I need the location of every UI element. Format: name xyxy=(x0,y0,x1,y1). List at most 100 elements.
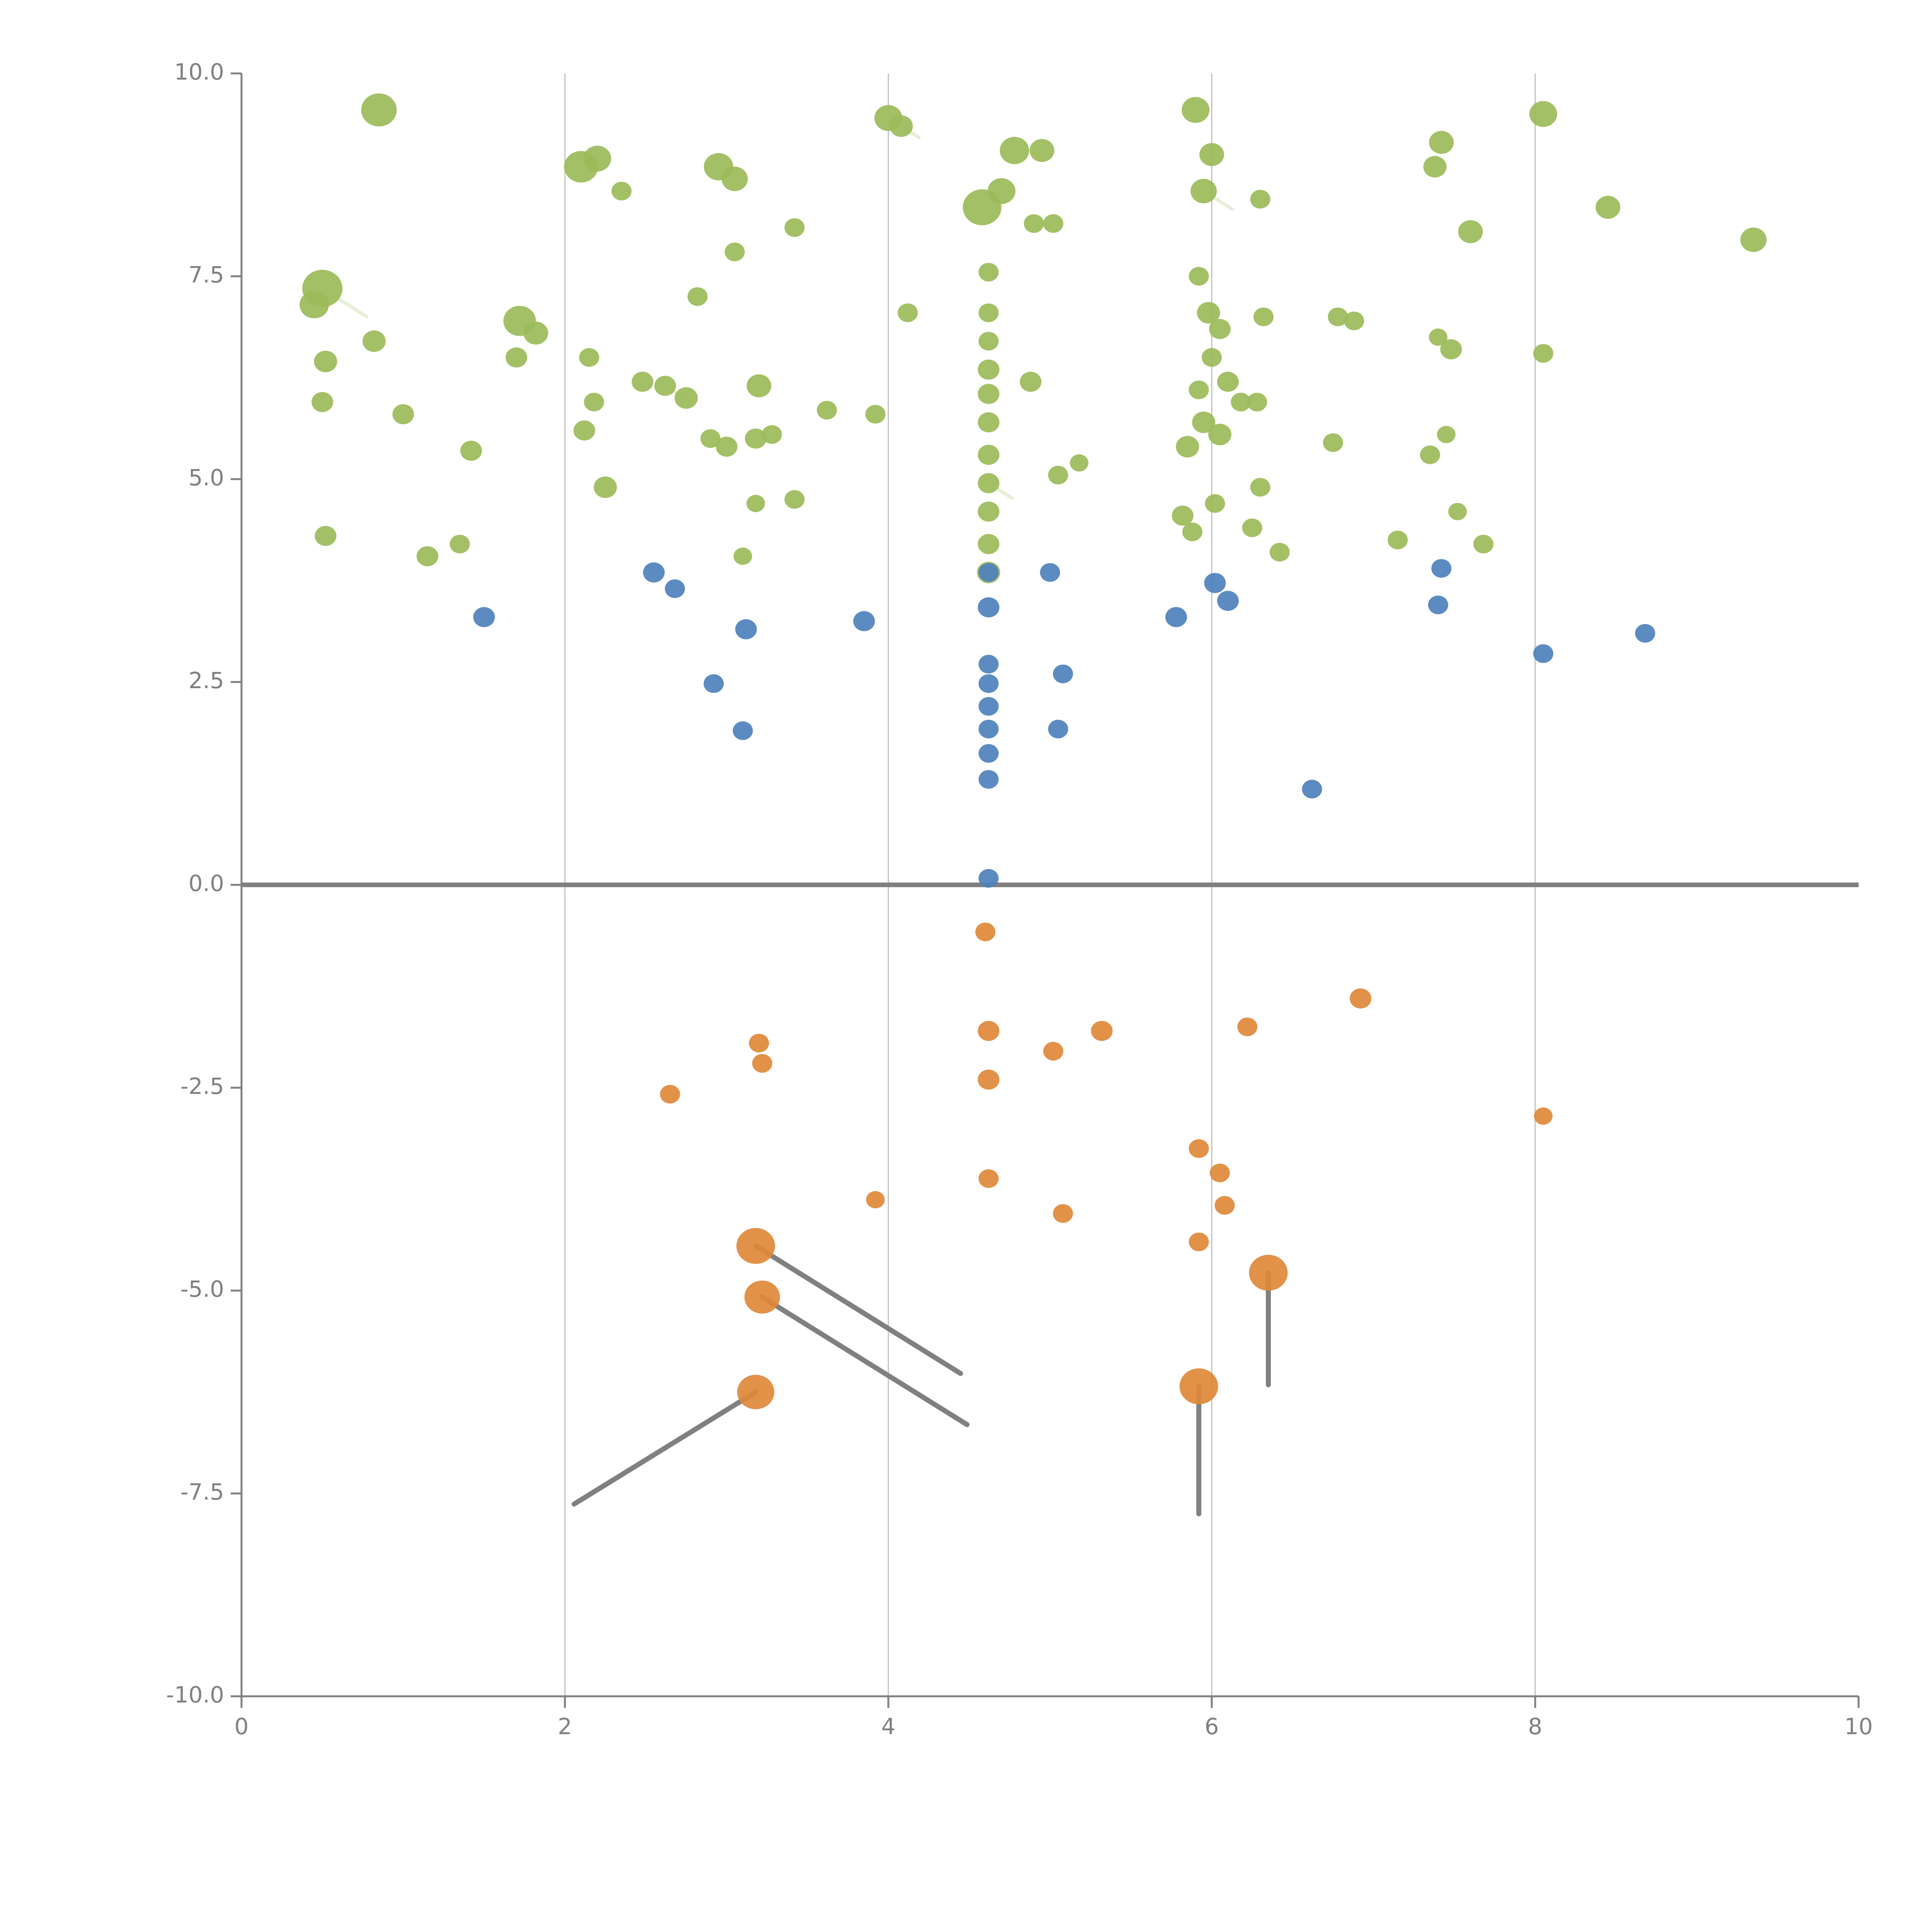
data-point-marker[interactable] xyxy=(1048,466,1068,485)
data-point-marker[interactable] xyxy=(314,350,337,372)
data-point-marker[interactable] xyxy=(1423,156,1447,178)
data-point-marker[interactable] xyxy=(417,546,439,566)
data-point-marker[interactable] xyxy=(978,655,999,673)
data-point-marker[interactable] xyxy=(1250,190,1270,209)
data-point-marker[interactable] xyxy=(1176,436,1199,457)
data-point-marker[interactable] xyxy=(752,1054,772,1073)
data-point-marker[interactable] xyxy=(724,242,745,262)
data-point-marker[interactable] xyxy=(665,579,685,598)
data-point-marker[interactable] xyxy=(594,476,617,498)
data-point-marker[interactable] xyxy=(978,303,999,322)
data-point-marker[interactable] xyxy=(1091,1020,1113,1041)
data-point-marker[interactable] xyxy=(978,332,999,351)
data-point-marker[interactable] xyxy=(866,1191,885,1209)
data-point-marker[interactable] xyxy=(611,182,632,201)
data-point-marker[interactable] xyxy=(1020,371,1042,392)
data-point-marker[interactable] xyxy=(978,444,1000,465)
data-point-marker[interactable] xyxy=(978,263,999,282)
data-point-marker[interactable] xyxy=(687,287,708,306)
data-point-marker[interactable] xyxy=(762,425,782,444)
data-point-marker[interactable] xyxy=(1048,719,1068,738)
data-point-marker[interactable] xyxy=(1209,319,1231,339)
data-point-marker[interactable] xyxy=(1182,522,1202,541)
data-point-marker[interactable] xyxy=(1534,1107,1553,1125)
data-point-marker[interactable] xyxy=(1249,1255,1288,1291)
data-point-marker[interactable] xyxy=(853,611,875,631)
data-point-marker[interactable] xyxy=(1053,664,1073,684)
data-point-marker[interactable] xyxy=(745,428,767,449)
data-point-marker[interactable] xyxy=(1431,559,1452,578)
data-point-marker[interactable] xyxy=(978,770,999,789)
data-point-marker[interactable] xyxy=(1217,590,1239,611)
data-point-marker[interactable] xyxy=(978,674,999,693)
data-point-marker[interactable] xyxy=(978,534,1000,554)
data-point-marker[interactable] xyxy=(1429,328,1447,346)
data-point-marker[interactable] xyxy=(1448,503,1467,520)
data-point-marker[interactable] xyxy=(392,404,414,425)
data-point-marker[interactable] xyxy=(1000,137,1029,164)
data-point-marker[interactable] xyxy=(733,548,752,565)
data-point-marker[interactable] xyxy=(1302,780,1322,799)
data-point-marker[interactable] xyxy=(1172,505,1194,526)
data-point-marker[interactable] xyxy=(1043,1042,1063,1061)
data-point-marker[interactable] xyxy=(987,178,1015,204)
data-point-marker[interactable] xyxy=(1205,494,1225,513)
data-point-marker[interactable] xyxy=(1440,339,1462,360)
data-point-marker[interactable] xyxy=(660,1085,680,1104)
data-point-marker[interactable] xyxy=(1209,1163,1230,1182)
data-point-marker[interactable] xyxy=(1420,445,1440,464)
data-point-marker[interactable] xyxy=(505,347,527,368)
data-point-marker[interactable] xyxy=(749,1034,769,1053)
data-point-marker[interactable] xyxy=(1217,371,1239,392)
data-point-marker[interactable] xyxy=(362,330,386,352)
data-point-marker[interactable] xyxy=(975,922,996,941)
data-point-marker[interactable] xyxy=(978,473,1000,493)
data-point-marker[interactable] xyxy=(1192,412,1216,433)
data-point-marker[interactable] xyxy=(573,420,595,441)
data-point-marker[interactable] xyxy=(978,501,1000,522)
data-point-marker[interactable] xyxy=(1269,543,1290,562)
data-point-marker[interactable] xyxy=(1024,214,1044,233)
data-point-marker[interactable] xyxy=(643,562,665,583)
data-point-marker[interactable] xyxy=(816,401,837,420)
data-point-marker[interactable] xyxy=(1029,139,1054,162)
data-point-marker[interactable] xyxy=(978,719,999,738)
data-point-marker[interactable] xyxy=(704,674,724,693)
data-point-marker[interactable] xyxy=(1199,143,1224,166)
data-point-marker[interactable] xyxy=(700,429,721,448)
data-point-marker[interactable] xyxy=(746,495,765,512)
data-point-marker[interactable] xyxy=(735,619,757,639)
data-point-marker[interactable] xyxy=(721,167,748,191)
data-point-marker[interactable] xyxy=(1208,423,1231,446)
data-point-marker[interactable] xyxy=(1179,1368,1218,1405)
data-point-marker[interactable] xyxy=(473,607,495,628)
data-point-marker[interactable] xyxy=(978,597,1000,617)
data-point-marker[interactable] xyxy=(736,1228,775,1264)
data-point-marker[interactable] xyxy=(1202,348,1222,367)
data-point-marker[interactable] xyxy=(1458,220,1483,243)
data-point-marker[interactable] xyxy=(1242,518,1262,537)
data-point-marker[interactable] xyxy=(1190,179,1217,204)
data-point-marker[interactable] xyxy=(978,412,1000,433)
data-point-marker[interactable] xyxy=(449,534,470,554)
data-point-marker[interactable] xyxy=(631,371,653,392)
data-point-marker[interactable] xyxy=(737,1374,774,1410)
data-point-marker[interactable] xyxy=(579,348,599,367)
data-point-marker[interactable] xyxy=(978,744,999,763)
data-point-marker[interactable] xyxy=(1189,1139,1209,1158)
data-point-marker[interactable] xyxy=(978,697,999,716)
data-point-marker[interactable] xyxy=(584,393,604,412)
data-point-marker[interactable] xyxy=(1165,607,1187,628)
data-point-marker[interactable] xyxy=(978,359,1000,380)
data-point-marker[interactable] xyxy=(978,384,1000,404)
data-point-marker[interactable] xyxy=(1189,380,1209,400)
data-point-marker[interactable] xyxy=(1388,531,1408,549)
data-point-marker[interactable] xyxy=(460,440,482,461)
data-point-marker[interactable] xyxy=(361,93,397,127)
data-point-marker[interactable] xyxy=(747,374,772,398)
data-point-marker[interactable] xyxy=(1237,1017,1258,1036)
data-point-marker[interactable] xyxy=(733,721,753,740)
data-point-marker[interactable] xyxy=(978,1069,1000,1090)
data-point-marker[interactable] xyxy=(1070,454,1088,472)
data-point-marker[interactable] xyxy=(1428,595,1448,614)
